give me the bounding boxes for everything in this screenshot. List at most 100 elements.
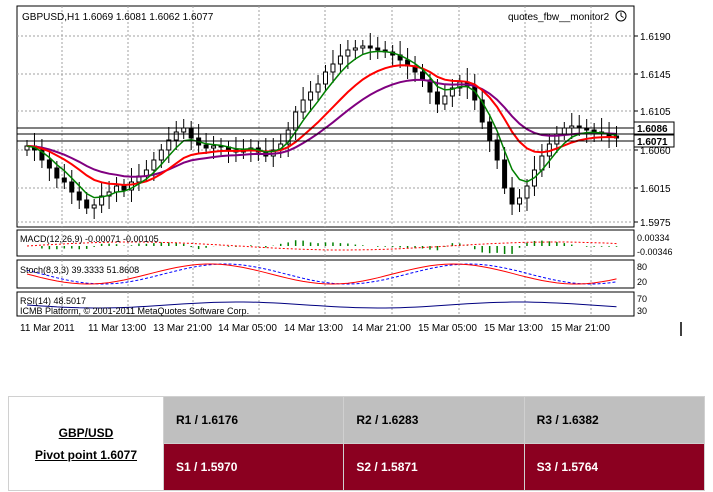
candle-body bbox=[166, 139, 172, 151]
candle-body bbox=[151, 159, 157, 171]
price-tick-label: 1.6060 bbox=[640, 146, 671, 157]
price-highlight-2: 1.6071 bbox=[637, 137, 668, 148]
time-tick-label: 14 Mar 21:00 bbox=[352, 323, 411, 334]
price-tick-label: 1.6190 bbox=[640, 32, 671, 43]
candle-body bbox=[323, 71, 328, 85]
time-tick-label: 11 Mar 2011 bbox=[20, 323, 75, 334]
candle-body bbox=[517, 197, 523, 205]
candle-body bbox=[308, 91, 314, 101]
candle-body bbox=[121, 185, 127, 191]
indicator-name: quotes_fbw__monitor2 bbox=[508, 12, 610, 23]
candle-body bbox=[91, 204, 97, 209]
symbol-label: GBP/USD bbox=[58, 425, 114, 440]
candle-body bbox=[337, 55, 343, 65]
price-tick-label: 1.6145 bbox=[640, 70, 671, 81]
candle-body bbox=[330, 63, 336, 73]
candle-body bbox=[352, 47, 358, 51]
ema-mid-line bbox=[26, 64, 617, 187]
ema-fast-line bbox=[26, 50, 617, 199]
candle-body bbox=[479, 99, 485, 123]
s1-cell: S1 / 1.5970 bbox=[162, 443, 345, 491]
rsi-line bbox=[26, 301, 617, 309]
r2-cell: R2 / 1.6283 bbox=[343, 396, 525, 444]
candle-body bbox=[46, 159, 52, 169]
time-tick-label: 15 Mar 13:00 bbox=[484, 323, 543, 334]
support-row: S1 / 1.5970 S2 / 1.5871 S3 / 1.5764 bbox=[9, 443, 706, 491]
candle-body bbox=[293, 111, 299, 131]
r3-cell: R3 / 1.6382 bbox=[523, 396, 706, 444]
time-tick-label: 15 Mar 21:00 bbox=[551, 323, 610, 334]
candle-body bbox=[561, 127, 567, 135]
candle-body bbox=[69, 181, 75, 193]
candle-body bbox=[367, 45, 373, 49]
pivot-table: GBP/USD Pivot point 1.6077 R1 / 1.6176 R… bbox=[8, 396, 706, 491]
stoch-tick-top: 80 bbox=[637, 262, 647, 272]
macd-histogram bbox=[41, 240, 618, 254]
candle-body bbox=[39, 149, 45, 161]
candle-body bbox=[509, 187, 515, 205]
candle-body bbox=[84, 199, 90, 209]
candle-body bbox=[300, 99, 306, 113]
ema-slow-line bbox=[26, 78, 617, 178]
candle-body bbox=[442, 95, 448, 105]
rsi-grid bbox=[61, 292, 592, 316]
candle-body bbox=[315, 83, 321, 93]
stoch-label: Stoch(8,3,3) 39.3333 51.8608 bbox=[20, 265, 139, 275]
candle-body bbox=[181, 127, 187, 133]
chart-canvas: GBPUSD,H1 1.6069 1.6081 1.6062 1.6077 qu… bbox=[16, 5, 682, 336]
candle-body bbox=[345, 49, 351, 57]
candle-body bbox=[494, 139, 500, 161]
rsi-tick-top: 70 bbox=[637, 294, 647, 304]
candle-body bbox=[375, 47, 381, 51]
resistance-row: GBP/USD Pivot point 1.6077 R1 / 1.6176 R… bbox=[8, 396, 706, 491]
macd-grid bbox=[61, 230, 592, 256]
s2-cell: S2 / 1.5871 bbox=[343, 443, 525, 491]
candle-body bbox=[61, 177, 67, 183]
candle-body bbox=[285, 129, 291, 145]
time-tick-label: 11 Mar 13:00 bbox=[88, 323, 147, 334]
time-axis: 11 Mar 2011 11 Mar 13:00 13 Mar 21:00 14 Ma… bbox=[20, 323, 610, 334]
pivot-point-label: Pivot point 1.6077 bbox=[34, 447, 138, 462]
candle-body bbox=[487, 121, 493, 141]
candle-body bbox=[158, 149, 164, 161]
macd-label: MACD(12,26,9) -0.00071 -0.00105 bbox=[20, 234, 159, 244]
price-tick-label: 1.6105 bbox=[640, 107, 671, 118]
candle-body bbox=[188, 127, 194, 139]
candle-body bbox=[99, 195, 105, 206]
price-axis: 1.6190 1.6145 1.6105 1.6060 1.6015 1.5975 bbox=[634, 32, 671, 229]
price-highlight-1: 1.6086 bbox=[637, 124, 668, 135]
price-tick-label: 1.6015 bbox=[640, 184, 671, 195]
candlesticks bbox=[24, 33, 620, 219]
time-tick-label: 15 Mar 05:00 bbox=[418, 323, 477, 334]
candle-body bbox=[173, 131, 179, 141]
price-chart-panel[interactable]: GBPUSD,H1 1.6069 1.6081 1.6062 1.6077 qu… bbox=[0, 0, 713, 340]
price-highlight-box-1 bbox=[633, 121, 675, 135]
candle-body bbox=[76, 191, 82, 201]
macd-tick-top: 0.00334 bbox=[637, 233, 670, 243]
candle-body bbox=[502, 159, 508, 189]
time-tick-label: 13 Mar 21:00 bbox=[153, 323, 212, 334]
time-tick-label: 14 Mar 13:00 bbox=[284, 323, 343, 334]
rsi-tick-bottom: 30 bbox=[637, 306, 647, 316]
copyright-text: ICMB Platform, © 2001-2011 MetaQuotes So… bbox=[20, 306, 249, 316]
candle-body bbox=[434, 91, 440, 105]
candle-body bbox=[128, 181, 134, 191]
chart-header: GBPUSD,H1 1.6069 1.6081 1.6062 1.6077 bbox=[22, 12, 214, 23]
price-highlight-box-2 bbox=[633, 134, 675, 148]
candle-body bbox=[114, 185, 120, 193]
clock-icon bbox=[615, 10, 627, 22]
candle-body bbox=[211, 145, 217, 149]
price-tick-label: 1.5975 bbox=[640, 218, 671, 229]
candle-body bbox=[360, 45, 366, 49]
macd-tick-bottom: -0.00346 bbox=[637, 247, 673, 257]
r1-cell: R1 / 1.6176 bbox=[162, 396, 345, 444]
candle-body bbox=[54, 167, 60, 179]
stoch-signal-line bbox=[26, 263, 617, 285]
symbol-cell: GBP/USD Pivot point 1.6077 bbox=[8, 396, 164, 491]
s3-cell: S3 / 1.5764 bbox=[523, 443, 706, 491]
candle-body bbox=[203, 144, 209, 149]
candle-body bbox=[420, 71, 426, 81]
candle-body bbox=[449, 87, 455, 97]
stoch-tick-bottom: 20 bbox=[637, 277, 647, 287]
stoch-main-line bbox=[26, 263, 617, 285]
